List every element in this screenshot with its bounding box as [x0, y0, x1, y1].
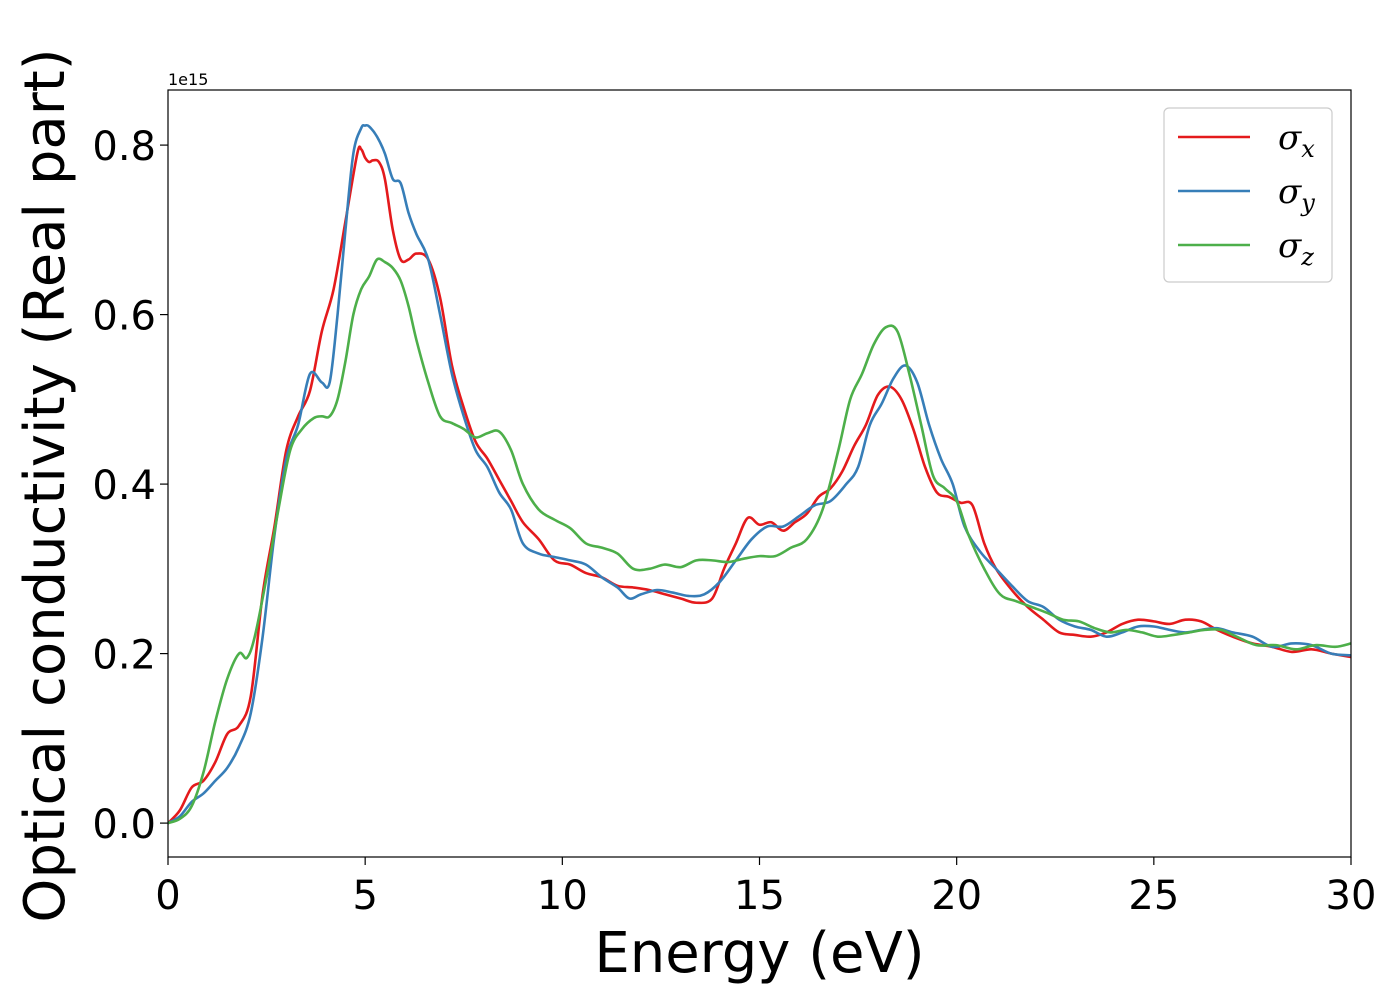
legend-symbol: σ [1278, 172, 1302, 212]
x-tick-label: 15 [734, 873, 785, 919]
x-axis-label: Energy (eV) [594, 921, 924, 986]
legend-symbol: σ [1278, 226, 1302, 266]
legend-entry-z: σz [1278, 226, 1314, 271]
y-offset-text: 1e15 [168, 70, 208, 89]
x-tick-label: 25 [1128, 873, 1179, 919]
x-tick-label: 30 [1326, 873, 1377, 919]
x-axis: 0 5 10 15 20 25 30 [155, 857, 1376, 919]
x-tick-label: 10 [537, 873, 588, 919]
legend-subscript: x [1301, 135, 1315, 163]
x-tick-label: 5 [352, 873, 377, 919]
y-tick-label: 0.4 [92, 463, 156, 509]
y-tick-label: 0.2 [92, 633, 156, 679]
y-tick-label: 0.0 [92, 802, 156, 848]
y-axis-label: Optical conductivity (Real part) [13, 48, 78, 922]
legend-entry-x: σx [1278, 118, 1315, 163]
series-line-z [168, 257, 1351, 825]
series-layer [168, 123, 1351, 825]
legend-subscript: z [1300, 243, 1314, 271]
y-axis: 0.0 0.2 0.4 0.6 0.8 [92, 124, 168, 848]
series-line-y [168, 123, 1351, 825]
x-tick-label: 0 [155, 873, 180, 919]
y-tick-label: 0.6 [92, 294, 156, 340]
legend-subscript: y [1300, 189, 1315, 217]
y-tick-label: 0.8 [92, 124, 156, 170]
legend-entry-y: σy [1278, 172, 1315, 217]
x-tick-label: 20 [931, 873, 982, 919]
legend-symbol: σ [1278, 118, 1302, 158]
legend-box [1163, 107, 1333, 283]
